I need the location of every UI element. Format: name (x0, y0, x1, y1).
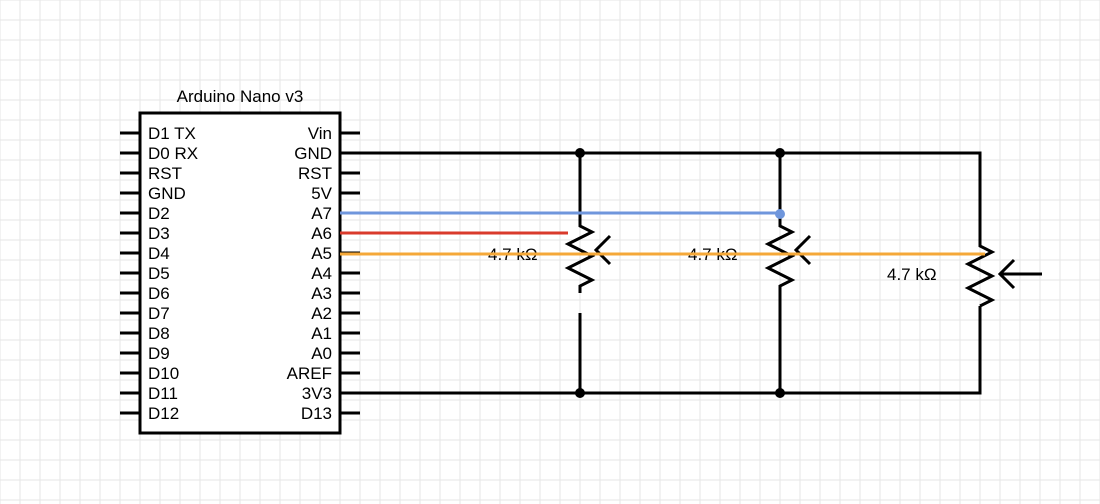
pin-label: D12 (148, 404, 179, 423)
junction-dot (775, 148, 785, 158)
pin-label: GND (148, 184, 186, 203)
pin-label: A0 (311, 344, 332, 363)
pin-label: D8 (148, 324, 170, 343)
pin-label: A2 (311, 304, 332, 323)
pin-label: D4 (148, 244, 170, 263)
pin-label: D0 RX (148, 144, 198, 163)
pot2-arrow (793, 234, 812, 266)
pot3-resistor (964, 242, 996, 308)
junction-dot (575, 388, 585, 398)
pin-label: RST (298, 164, 332, 183)
pin-label: A1 (311, 324, 332, 343)
pin-label: D9 (148, 344, 170, 363)
3v3-wire[interactable] (340, 306, 982, 395)
pin-label: 5V (311, 184, 332, 203)
pin-label: D1 TX (148, 124, 196, 143)
a7-wire-end-dot (775, 209, 785, 219)
junction-dot (575, 148, 585, 158)
junction-dot (775, 388, 785, 398)
pin-label: A3 (311, 284, 332, 303)
pin-label: AREF (287, 364, 332, 383)
pot2-resistor (764, 221, 796, 288)
board-title: Arduino Nano v3 (177, 87, 304, 106)
pin-label: Vin (308, 124, 332, 143)
pin-label: 3V3 (302, 384, 332, 403)
gnd-wire[interactable] (340, 151, 982, 242)
pin-label: D7 (148, 304, 170, 323)
pin-label: GND (294, 144, 332, 163)
wires (340, 151, 1042, 395)
pin-label: A7 (311, 204, 332, 223)
board-body (138, 111, 342, 435)
pin-label: D11 (148, 384, 178, 403)
pin-label: D6 (148, 284, 170, 303)
pin-label: D5 (148, 264, 170, 283)
pin-label: D2 (148, 204, 170, 223)
pin-label: A5 (311, 244, 332, 263)
pin-label: D10 (148, 364, 179, 383)
pot3-arrow (997, 258, 1016, 290)
pin-label: RST (148, 164, 182, 183)
potentiometer-3[interactable]: 4.7 kΩ (887, 242, 1016, 308)
pot1-arrow (593, 234, 612, 266)
junctions (575, 148, 785, 398)
pin-label: D13 (301, 404, 332, 423)
pin-label: A4 (311, 264, 332, 283)
pot1-resistor (564, 221, 596, 293)
pin-label: D3 (148, 224, 170, 243)
pot3-label: 4.7 kΩ (887, 265, 937, 284)
pin-label: A6 (311, 224, 332, 243)
